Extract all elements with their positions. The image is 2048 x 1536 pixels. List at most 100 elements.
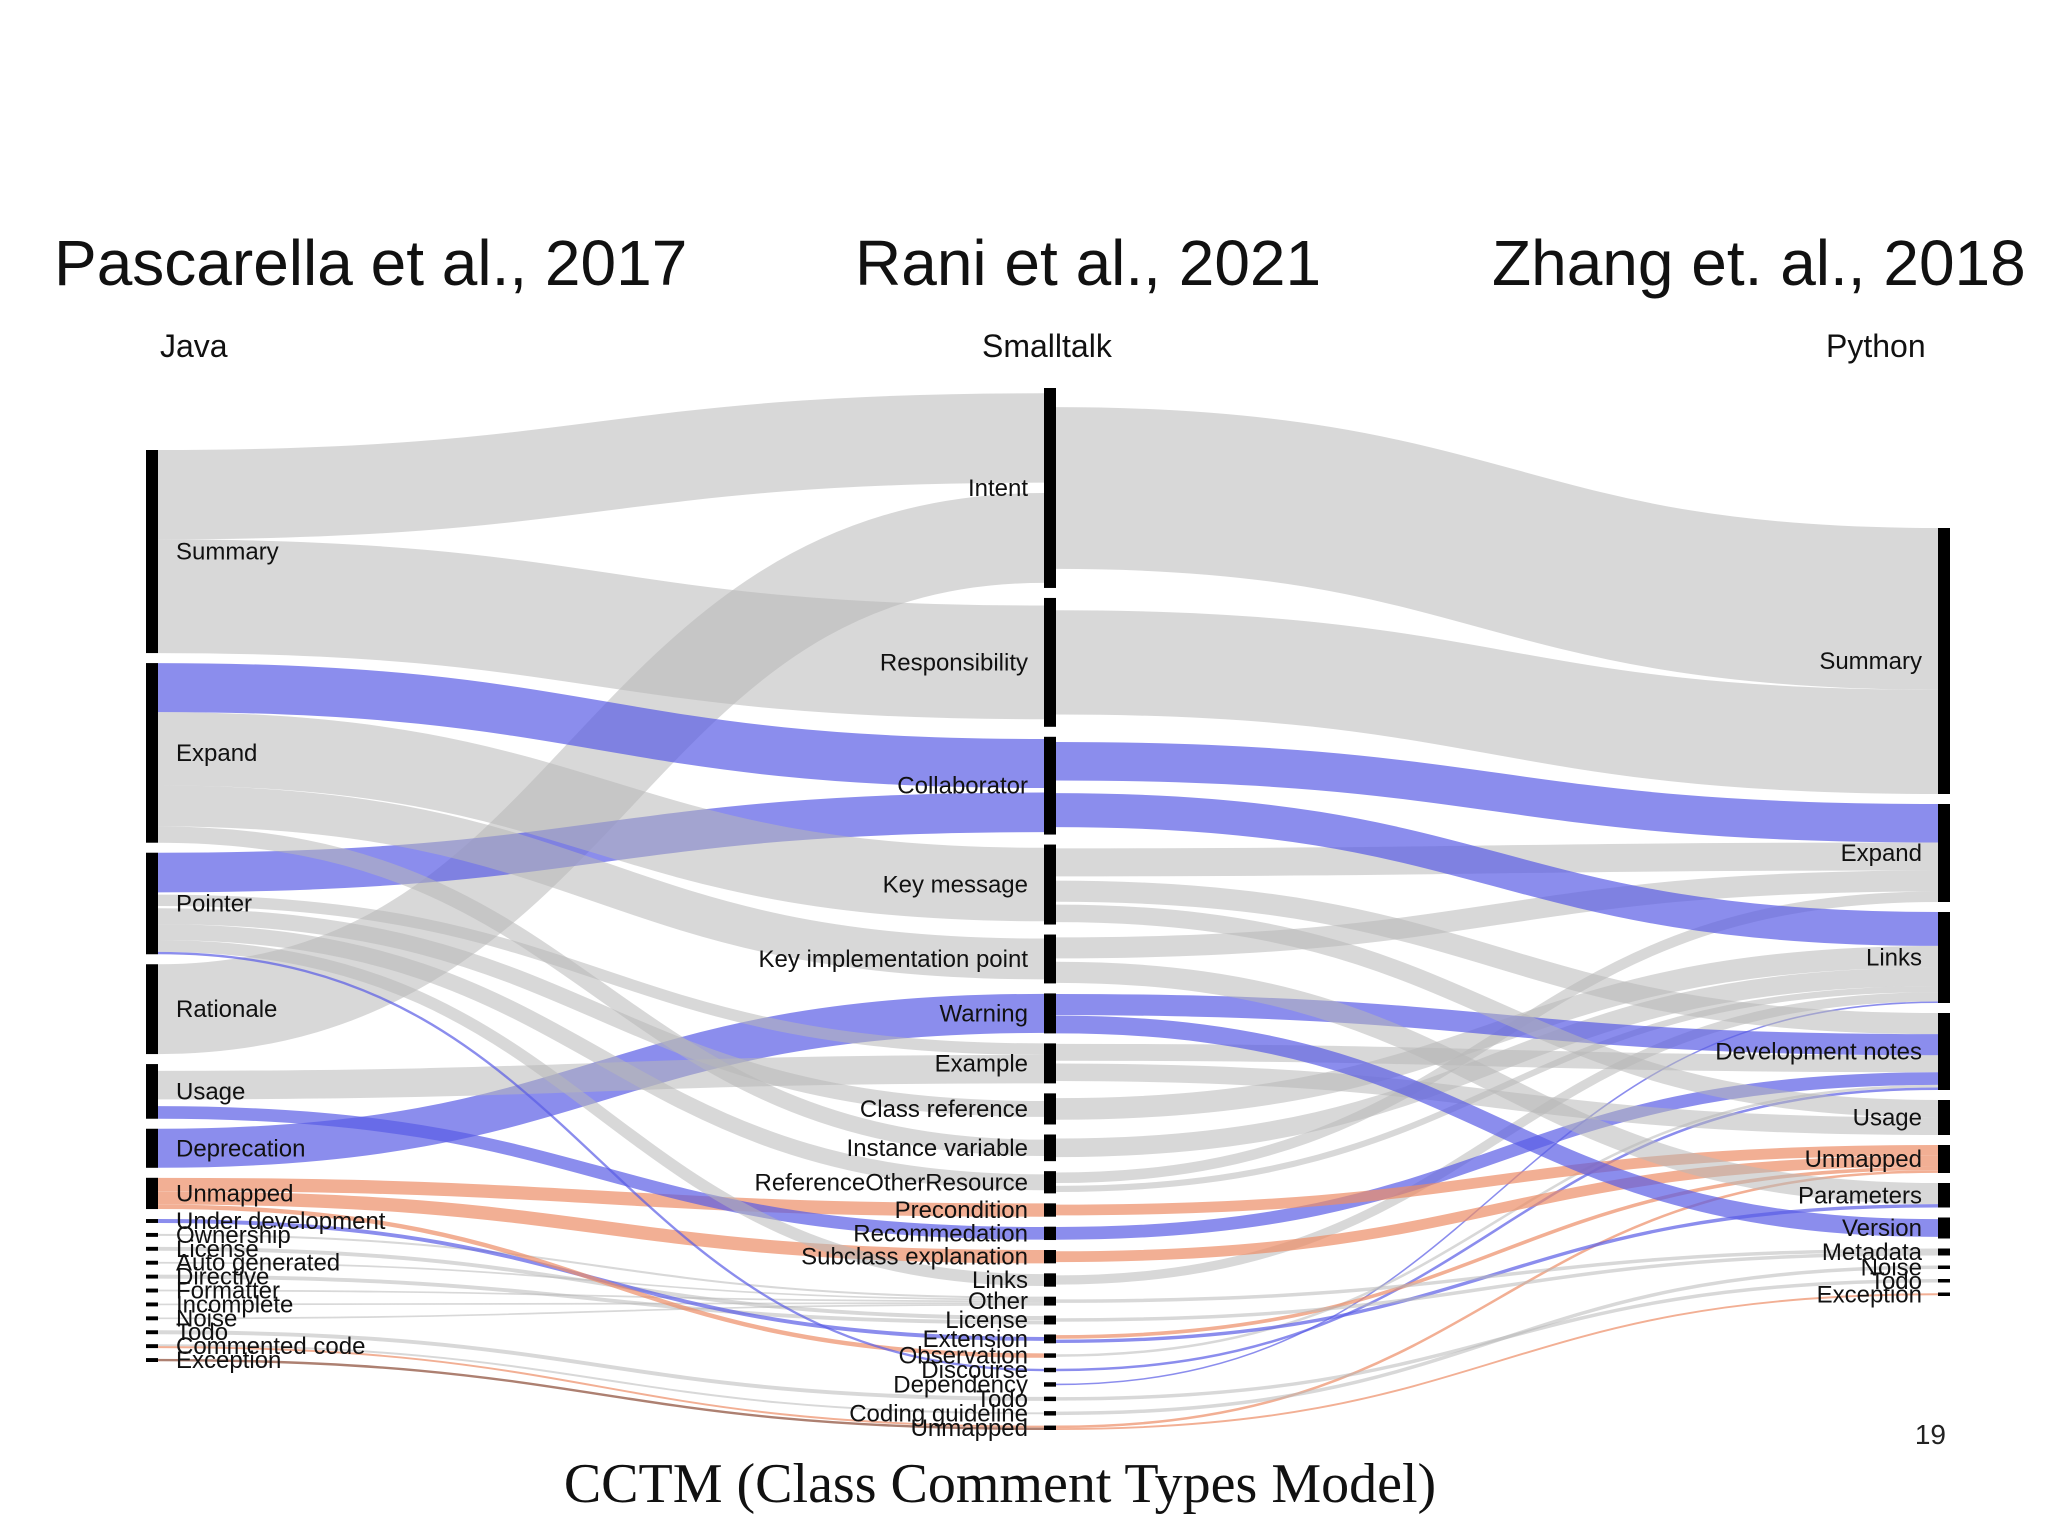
label-s_intent: Intent	[968, 475, 1028, 502]
category-labels: Summary Expand Pointer Rationale Usage Deprec…	[176, 475, 1923, 1442]
label-p_usage: Usage	[1853, 1105, 1922, 1132]
flow-s_keymsg-to-p_usage	[1055, 904, 1939, 1118]
flow-j_usage-to-s_recommend	[157, 1106, 1045, 1240]
caption: CCTM (Class Comment Types Model)	[564, 1453, 1436, 1515]
node-j_todo	[146, 1330, 158, 1335]
label-j_exception: Exception	[176, 1347, 281, 1374]
label-s_classref: Class reference	[860, 1096, 1028, 1123]
flow-j_usage-to-s_example	[157, 1054, 1045, 1100]
node-s_other	[1044, 1296, 1056, 1306]
node-j_noise	[146, 1316, 158, 1321]
category-nodes	[146, 388, 1950, 1430]
flow-j_summary-to-s_resp	[157, 539, 1045, 720]
flow-s_warning-to-p_version	[1055, 1015, 1939, 1237]
node-s_coding	[1044, 1411, 1056, 1416]
node-j_unmapped	[146, 1177, 158, 1210]
node-p_unmapped	[1938, 1145, 1950, 1173]
flow-s_collab-to-p_expand	[1055, 741, 1939, 843]
node-s_extension	[1044, 1334, 1056, 1344]
node-s_observation	[1044, 1353, 1056, 1358]
node-j_summary	[146, 450, 158, 654]
flow-j_pointer-to-s_refother	[157, 924, 1045, 1191]
node-p_links	[1938, 912, 1950, 1003]
label-s_resp: Responsibility	[880, 649, 1028, 676]
node-j_usage	[146, 1064, 158, 1119]
label-j_formatter: Formatter	[176, 1278, 280, 1305]
language-middle: Smalltalk	[982, 328, 1113, 364]
label-s_instvar: Instance variable	[847, 1135, 1028, 1162]
heading-middle: Rani et al., 2021	[855, 227, 1321, 299]
node-j_deprecation	[146, 1128, 158, 1168]
node-s_dependency	[1044, 1382, 1056, 1387]
label-j_deprecation: Deprecation	[176, 1135, 305, 1162]
label-s_unmapped: Unmapped	[911, 1415, 1028, 1442]
flow-j_formatter-to-s_other	[157, 1289, 1045, 1303]
label-s_todo: Todo	[976, 1386, 1028, 1413]
label-s_observation: Observation	[899, 1343, 1028, 1370]
node-j_incomplete	[146, 1302, 158, 1307]
node-j_pointer	[146, 852, 158, 955]
label-s_refother: ReferenceOtherResource	[755, 1169, 1028, 1196]
label-s_recommend: Recommedation	[853, 1220, 1028, 1247]
flow-j_pointer-to-s_discourse	[157, 951, 1045, 1372]
flow-s_warning-to-p_devnotes	[1055, 993, 1939, 1056]
label-j_directive: Directive	[176, 1264, 269, 1291]
language-left: Java	[160, 328, 228, 364]
node-s_recommend	[1044, 1226, 1056, 1241]
node-s_todo	[1044, 1396, 1056, 1402]
flow-s_todo-to-p_todo	[1055, 1279, 1939, 1401]
node-s_resp	[1044, 597, 1056, 727]
flow-s_subclass-to-p_unmapped	[1055, 1155, 1939, 1263]
label-s_discourse: Discourse	[921, 1357, 1028, 1384]
label-s_other: Other	[968, 1288, 1028, 1315]
label-j_incomplete: Incomplete	[176, 1291, 293, 1318]
node-p_params	[1938, 1183, 1950, 1208]
label-s_collab: Collaborator	[897, 773, 1028, 800]
label-j_pointer: Pointer	[176, 890, 252, 917]
flow-j_unmapped-to-s_precond	[157, 1177, 1045, 1217]
label-j_todo: Todo	[176, 1319, 228, 1346]
node-j_directive	[146, 1274, 158, 1279]
node-s_keymsg	[1044, 844, 1056, 925]
label-j_commented: Commented code	[176, 1333, 365, 1360]
node-s_subclass	[1044, 1250, 1056, 1264]
label-j_summary: Summary	[176, 539, 279, 566]
label-j_ownership: Ownership	[176, 1222, 291, 1249]
label-s_example: Example	[935, 1050, 1028, 1077]
node-p_devnotes	[1938, 1013, 1950, 1090]
flow-j_expand-to-s_instvar	[157, 826, 1045, 1156]
label-j_underdev: Under development	[176, 1208, 386, 1235]
flow-s_recommend-to-p_devnotes	[1055, 1072, 1939, 1240]
flow-j_exception-to-s_unmapped	[157, 1358, 1045, 1430]
flow-j_expand-to-s_keymsg	[157, 712, 1045, 922]
flow-j_unmapped-to-s_subclass	[157, 1191, 1045, 1264]
heading-right: Zhang et. al., 2018	[1492, 227, 2026, 299]
flow-j_rationale-to-s_intent	[157, 493, 1045, 1055]
label-s_keymsg: Key message	[883, 872, 1028, 899]
node-s_instvar	[1044, 1134, 1056, 1162]
node-j_rationale	[146, 964, 158, 1055]
label-s_keyimpl: Key implementation point	[759, 946, 1029, 973]
flow-j_incomplete-to-s_other	[157, 1302, 1045, 1306]
node-s_intent	[1044, 388, 1056, 588]
node-p_summary	[1938, 528, 1950, 794]
flow-j_ownership-to-s_other	[157, 1233, 1045, 1299]
flow-j_pointer-to-s_classref	[157, 908, 1045, 1117]
node-j_ownership	[146, 1232, 158, 1237]
node-s_collab	[1044, 736, 1056, 835]
label-s_precond: Precondition	[895, 1197, 1028, 1224]
label-j_license: License	[176, 1236, 259, 1263]
label-j_autogen: Auto generated	[176, 1250, 340, 1277]
flow-links	[157, 393, 1939, 1430]
label-j_unmapped: Unmapped	[176, 1180, 293, 1207]
page-number: 19	[1915, 1419, 1946, 1450]
flow-s_keyimpl-to-p_expand	[1055, 870, 1939, 959]
flow-j_commented-to-s_coding	[157, 1344, 1045, 1415]
node-j_license	[146, 1246, 158, 1251]
label-p_links: Links	[1866, 945, 1922, 972]
label-s_subclass: Subclass explanation	[801, 1244, 1028, 1271]
flow-j_directive-to-s_license	[157, 1274, 1045, 1325]
flow-s_unmapped-to-p_exception	[1055, 1293, 1939, 1430]
flow-j_commented-to-s_unmapped	[157, 1346, 1045, 1428]
